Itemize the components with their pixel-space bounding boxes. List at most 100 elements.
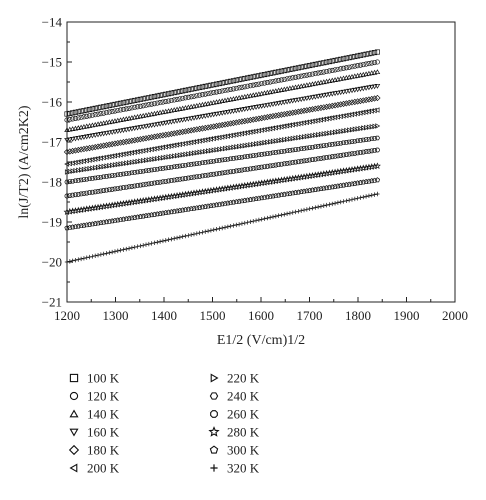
data-point: [245, 75, 251, 81]
data-point: [78, 135, 84, 141]
data-point: [72, 136, 79, 142]
data-point: [180, 88, 186, 94]
data-point: [227, 109, 234, 115]
data-point: [191, 205, 197, 211]
data-point: [128, 198, 136, 206]
data-point: [120, 106, 126, 113]
data-point: [344, 198, 349, 203]
data-point: [135, 158, 141, 165]
data-point: [104, 187, 109, 193]
data-point: [66, 148, 73, 155]
data-point: [203, 229, 208, 234]
data-point: [375, 191, 380, 197]
data-point: [107, 162, 113, 169]
data-point: [129, 126, 135, 132]
data-point: [286, 175, 294, 182]
data-point: [276, 69, 282, 75]
data-point: [318, 155, 324, 161]
data-point: [70, 168, 76, 174]
data-point: [142, 196, 150, 204]
data-point: [320, 170, 328, 177]
data-point: [329, 58, 335, 64]
data-point: [242, 75, 248, 82]
data-point: [177, 118, 183, 124]
data-point: [157, 121, 163, 127]
data-point: [352, 180, 358, 186]
data-point: [374, 177, 381, 183]
data-point: [346, 151, 352, 157]
data-point: [157, 179, 163, 185]
data-point: [125, 199, 133, 206]
data-point: [244, 106, 251, 112]
legend-item: 200 K: [69, 461, 120, 476]
data-point: [75, 146, 82, 154]
data-point: [222, 110, 228, 116]
data-point: [230, 119, 237, 127]
data-point: [239, 198, 245, 204]
data-point: [357, 179, 364, 185]
data-point: [118, 100, 124, 106]
data-point: [321, 203, 326, 208]
data-point: [349, 64, 355, 70]
data-point: [78, 223, 84, 229]
data-point: [307, 62, 313, 69]
data-point: [227, 120, 234, 127]
data-point: [282, 137, 288, 143]
data-point: [261, 80, 268, 86]
data-point: [83, 134, 90, 140]
data-point: [225, 87, 231, 93]
data-point: [343, 65, 349, 71]
data-point: [104, 251, 109, 256]
data-point: [137, 96, 143, 102]
data-point: [318, 204, 324, 209]
data-point: [266, 178, 274, 185]
data-point: [324, 155, 329, 160]
data-point: [267, 163, 273, 169]
data-point: [273, 69, 279, 75]
data-point: [112, 217, 118, 223]
data-point: [270, 214, 276, 220]
data-point: [177, 207, 183, 213]
data-point: [188, 127, 195, 134]
data-point: [78, 191, 84, 197]
data-point: [151, 122, 158, 128]
data-point: [154, 93, 160, 99]
legend-label: 280 K: [227, 425, 260, 440]
data-point: [114, 200, 122, 208]
data-point: [323, 185, 330, 191]
series-180k: [63, 94, 381, 156]
data-point: [298, 158, 304, 164]
data-point: [346, 55, 352, 61]
data-point: [70, 224, 76, 230]
data-point: [304, 133, 310, 140]
data-point: [154, 122, 161, 128]
data-point: [128, 137, 136, 144]
data-point: [295, 108, 302, 115]
data-point: [251, 219, 256, 224]
data-point: [349, 126, 355, 133]
data-point: [323, 169, 331, 177]
data-point: [326, 68, 332, 74]
data-point: [109, 102, 115, 108]
data-point: [231, 168, 236, 174]
data-point: [284, 211, 290, 216]
data-point: [205, 228, 211, 234]
data-point: [134, 125, 141, 131]
data-point: [374, 49, 380, 55]
legend-marker: [210, 373, 219, 383]
data-point: [237, 143, 242, 150]
data-point: [281, 111, 288, 118]
data-point: [259, 140, 265, 146]
data-point: [290, 210, 295, 215]
data-point: [222, 87, 228, 94]
data-point: [346, 181, 352, 187]
data-point: [109, 186, 115, 192]
data-point: [295, 65, 301, 71]
data-point: [250, 196, 256, 202]
data-point: [241, 107, 248, 112]
data-point: [346, 88, 352, 94]
data-point: [227, 184, 235, 191]
legend-marker: [210, 410, 218, 418]
data-point: [81, 166, 87, 173]
data-point: [64, 169, 70, 175]
